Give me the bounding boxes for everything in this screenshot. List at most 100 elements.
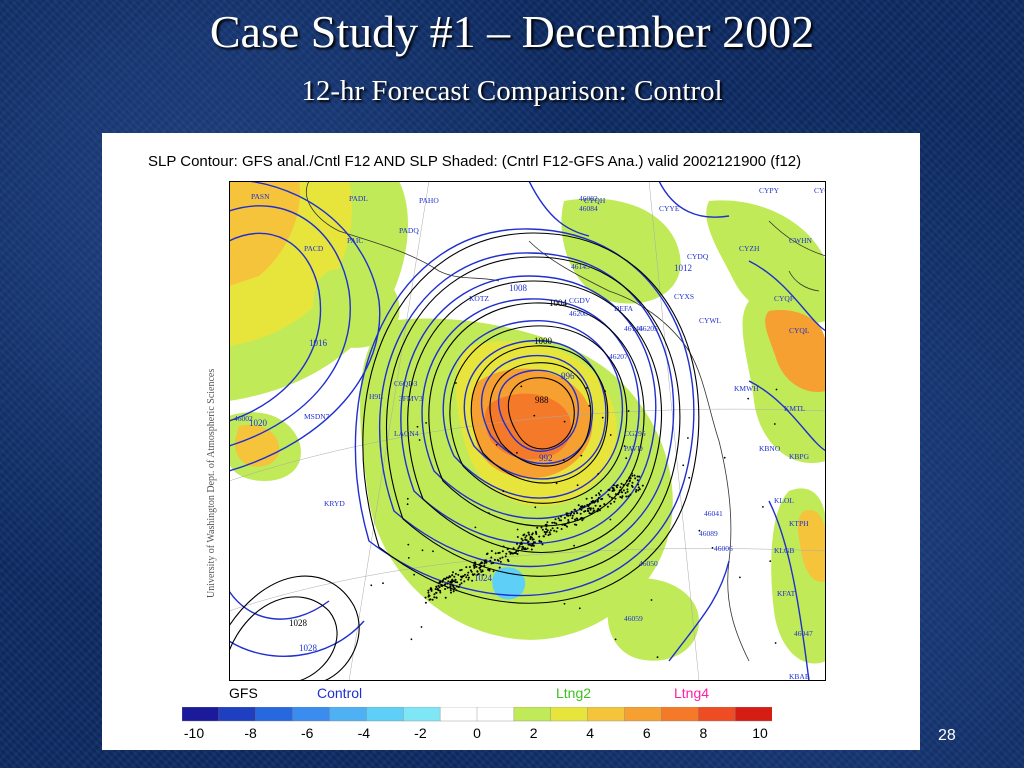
credit-text: University of Washington Dept. of Atmosp…: [206, 368, 217, 598]
colorbar-tick-label: -10: [183, 725, 205, 741]
gfs-contours: [229, 232, 700, 681]
station-label: KBNO: [759, 444, 781, 453]
slp-map: 988 992 996 1000 1004 1008 1012 1016 102…: [229, 181, 826, 681]
colorbar-swatch: [476, 707, 515, 722]
colorbar-swatch: [513, 707, 552, 722]
station-label: KBPG: [789, 452, 810, 461]
station-label: CYXS: [674, 292, 694, 301]
colorbar-tick-label: 0: [473, 725, 481, 741]
contour-label: 1012: [674, 263, 692, 273]
station-label: 46146: [624, 324, 643, 333]
station-labels: PASN PADL PAHO PACD PADQ PAIC CYQH CYYE CYPY CYCB…: [234, 186, 826, 681]
shaded-field: [229, 181, 826, 664]
station-label: KMWH: [734, 384, 759, 393]
station-label: 46089: [699, 529, 718, 538]
colorbar-swatch: [624, 707, 662, 722]
colorbar: [182, 707, 772, 722]
contour-label: 996: [561, 371, 575, 381]
colorbar-tick-label: -6: [300, 725, 314, 741]
station-label: 46050: [639, 559, 658, 568]
legend-gfs: GFS: [229, 685, 258, 701]
station-label: LAON4: [394, 429, 419, 438]
contour-label: 1028: [289, 618, 308, 628]
station-label: 46205: [639, 324, 658, 333]
contour-label: 1024: [474, 573, 493, 583]
colorbar-swatch: [661, 707, 699, 722]
legend-ltng2: Ltng2: [556, 685, 592, 701]
colorbar-tick-label: 8: [699, 725, 708, 741]
station-label: CYCB: [814, 186, 826, 195]
colorbar-tick-label: 10: [752, 725, 768, 741]
station-label: MSDN7: [304, 412, 330, 421]
lightning-strikes: [370, 382, 778, 659]
colorbar-swatch: [255, 707, 294, 722]
station-label: 46006: [714, 544, 733, 553]
contour-label: 1028: [299, 643, 318, 653]
colorbar-swatch: [550, 707, 589, 722]
legend-control: Control: [317, 685, 363, 701]
station-label: KRYD: [324, 499, 345, 508]
station-label: CYZH: [739, 244, 760, 253]
station-label: CYYE: [659, 204, 680, 213]
contour-label: 1020: [249, 418, 268, 428]
station-label: PADQ: [399, 226, 419, 235]
station-label: H9II: [369, 392, 384, 401]
station-label: CYWL: [699, 316, 721, 325]
figure-header: SLP Contour: GFS anal./Cntl F12 AND SLP …: [148, 153, 802, 170]
colorbar-tick-label: 4: [586, 725, 595, 741]
colorbar-swatch: [439, 707, 478, 722]
station-label: PADL: [349, 194, 368, 203]
station-label: CWHN: [789, 236, 812, 245]
map-graticule: [229, 181, 826, 681]
station-label: KLOL: [774, 496, 794, 505]
colorbar-swatch: [292, 707, 330, 722]
contour-label: 988: [535, 395, 549, 405]
colorbar-swatch: [698, 707, 736, 722]
station-label: CG295: [624, 429, 646, 438]
coastlines: [306, 181, 826, 662]
station-label: CYQL: [789, 326, 810, 335]
forecast-figure: SLP Contour: GFS anal./Cntl F12 AND SLP …: [102, 133, 920, 750]
station-label: PASN: [251, 192, 270, 201]
control-contours: [229, 181, 826, 681]
station-label: PAHO: [419, 196, 439, 205]
contour-labels: 988 992 996 1000 1004 1008 1012 1016 102…: [249, 263, 692, 653]
station-label: 46002: [234, 414, 253, 423]
colorbar-swatch: [366, 707, 404, 722]
colorbar-tick-label: 2: [529, 725, 538, 741]
station-label: 46047: [794, 629, 813, 638]
colorbar-swatch: [734, 707, 772, 722]
colorbar-swatch: [587, 707, 626, 722]
slide-subtitle: 12-hr Forecast Comparison: Control: [301, 75, 723, 107]
station-label: 46041: [704, 509, 723, 518]
colorbar-swatch: [329, 707, 367, 722]
legend-ltng4: Ltng4: [674, 685, 710, 701]
station-label: KMTL: [784, 404, 806, 413]
slide-title: Case Study #1 – December 2002: [209, 6, 815, 57]
station-label: PACD: [304, 244, 324, 253]
station-label: 3FMV3: [399, 394, 423, 403]
station-label: CYPY: [759, 186, 780, 195]
station-label: CYQH: [584, 196, 606, 205]
station-label: CYQF: [774, 294, 794, 303]
colorbar-labels: -10 -8 -6 -4 -2 0 2 4 6 8 10: [182, 725, 782, 745]
station-label: 46082: [579, 194, 598, 203]
station-label: KTPH: [789, 519, 809, 528]
station-label: C6QD3: [394, 379, 418, 388]
contour-label: 1000: [534, 336, 553, 346]
station-label: 46084: [579, 204, 598, 213]
contour-label: 1008: [509, 283, 528, 293]
colorbar-swatch: [403, 707, 441, 722]
colorbar-tick-label: 6: [642, 725, 651, 741]
station-label: PAVD: [624, 444, 643, 453]
contour-label: 1004: [549, 298, 568, 308]
station-label: KFAT: [777, 589, 796, 598]
map-border: [229, 181, 826, 681]
slide-number: 28: [938, 727, 956, 744]
station-label: DEFA: [614, 304, 634, 313]
station-label: CYDQ: [687, 252, 709, 261]
contour-label: 992: [539, 453, 553, 463]
station-label: KOTZ: [469, 294, 489, 303]
station-label: KBAB: [789, 672, 810, 681]
station-label: PAIC: [347, 236, 363, 245]
